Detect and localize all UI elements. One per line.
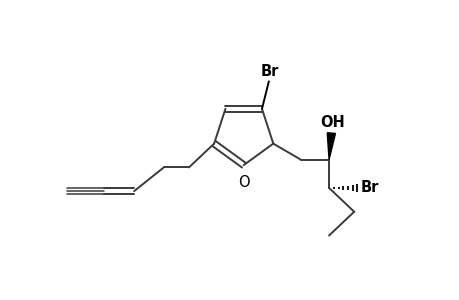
Text: O: O [237, 175, 249, 190]
Text: OH: OH [319, 115, 344, 130]
Polygon shape [326, 133, 335, 160]
Text: Br: Br [260, 64, 278, 79]
Text: Br: Br [360, 181, 379, 196]
